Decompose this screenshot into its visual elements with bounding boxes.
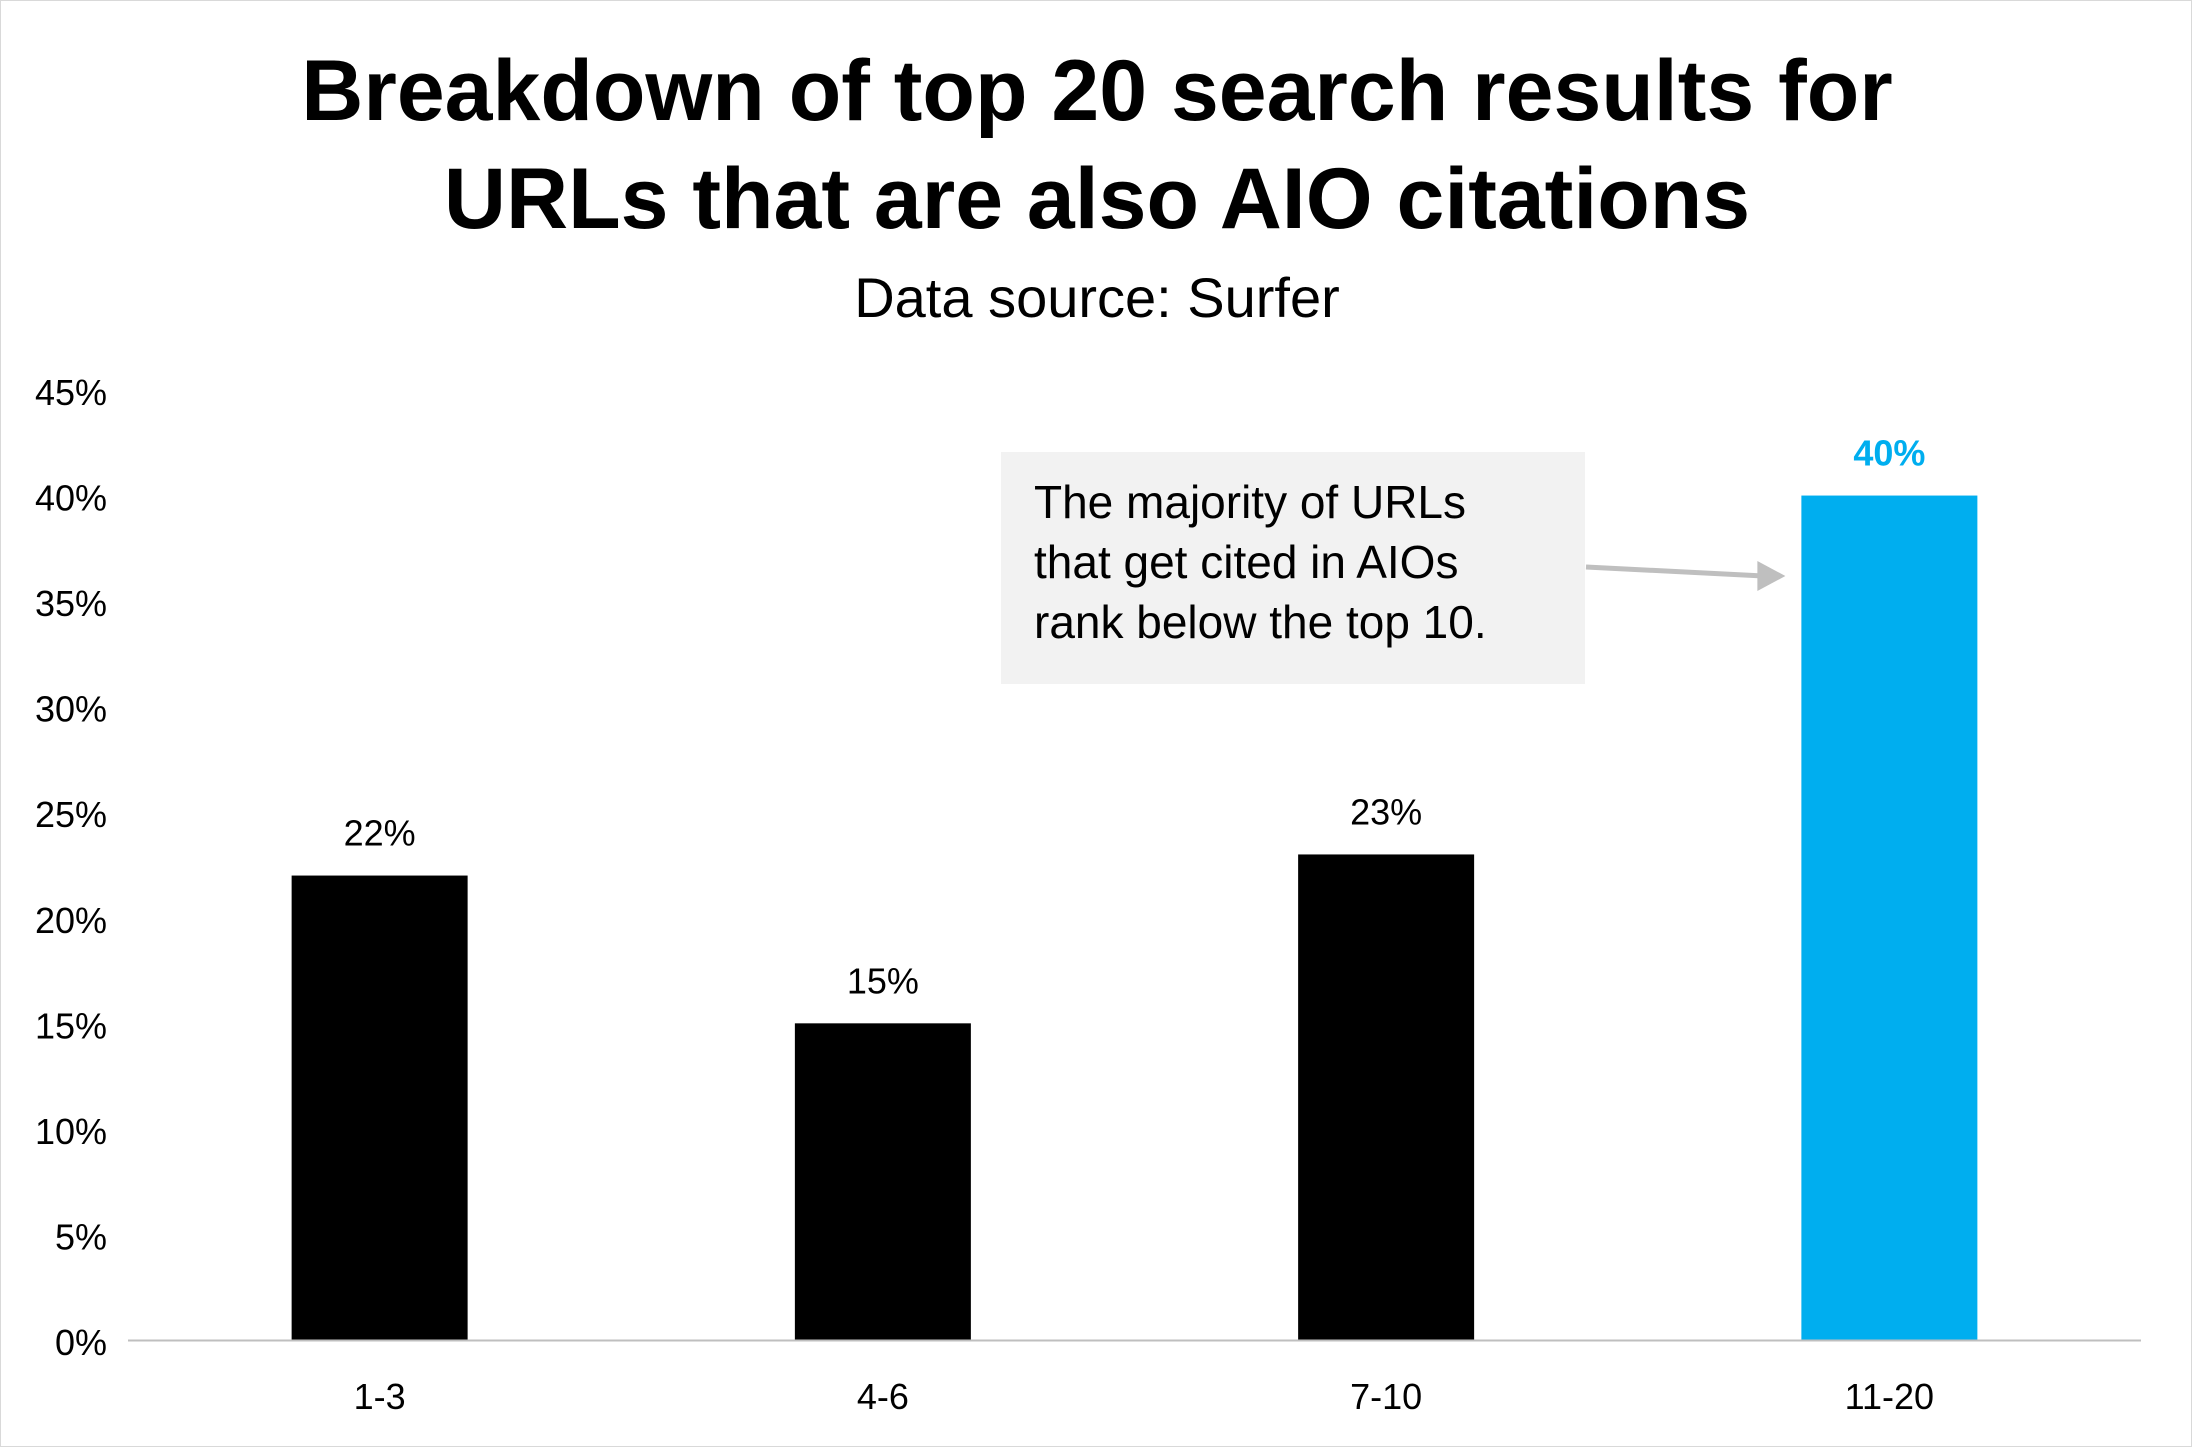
x-tick-label: 4-6 xyxy=(857,1376,909,1417)
y-tick-label: 10% xyxy=(35,1111,107,1152)
callout-line-1: The majority of URLs xyxy=(1034,476,1467,528)
x-tick-label: 11-20 xyxy=(1845,1376,1934,1417)
callout-box: The majority of URLs that get cited in A… xyxy=(1001,452,1585,684)
data-label: 15% xyxy=(847,960,919,1001)
y-axis-ticks: 0% 5% 10% 15% 20% 25% 30% 35% 40% 45% xyxy=(35,372,107,1363)
y-tick-label: 0% xyxy=(55,1322,107,1363)
x-tick-label: 7-10 xyxy=(1350,1376,1422,1417)
callout-arrow xyxy=(1585,561,1786,591)
y-tick-label: 15% xyxy=(35,1005,107,1046)
bar-11-20 xyxy=(1801,495,1978,1340)
chart-title: Breakdown of top 20 search results for U… xyxy=(1,37,2192,253)
chart-title-line-1: Breakdown of top 20 search results for xyxy=(301,43,1893,139)
bars xyxy=(291,495,1978,1340)
bar-1-3 xyxy=(291,875,468,1340)
chart-title-line-2: URLs that are also AIO citations xyxy=(443,151,1751,247)
data-label: 40% xyxy=(1853,433,1925,474)
y-tick-label: 40% xyxy=(35,478,107,519)
callout-text: The majority of URLs that get cited in A… xyxy=(1034,472,1487,652)
data-label: 22% xyxy=(344,813,416,854)
value-labels: 22% 15% 23% 40% xyxy=(344,433,1926,1002)
chart-subtitle: Data source: Surfer xyxy=(854,266,1340,329)
callout-line-2: that get cited in AIOs xyxy=(1034,536,1459,588)
callout-line-3: rank below the top 10. xyxy=(1034,596,1487,648)
y-tick-label: 20% xyxy=(35,900,107,941)
x-tick-label: 1-3 xyxy=(354,1376,406,1417)
bar-7-10 xyxy=(1298,854,1475,1340)
callout-arrow-shaft xyxy=(1585,564,1764,579)
y-tick-label: 45% xyxy=(35,372,107,413)
y-tick-label: 35% xyxy=(35,583,107,624)
y-tick-label: 25% xyxy=(35,794,107,835)
y-tick-label: 5% xyxy=(55,1216,107,1257)
y-tick-label: 30% xyxy=(35,689,107,730)
data-label: 23% xyxy=(1350,791,1422,832)
callout-arrow-head xyxy=(1757,561,1786,591)
bar-4-6 xyxy=(794,1023,971,1340)
x-axis-ticks: 1-3 4-6 7-10 11-20 xyxy=(354,1376,1934,1417)
